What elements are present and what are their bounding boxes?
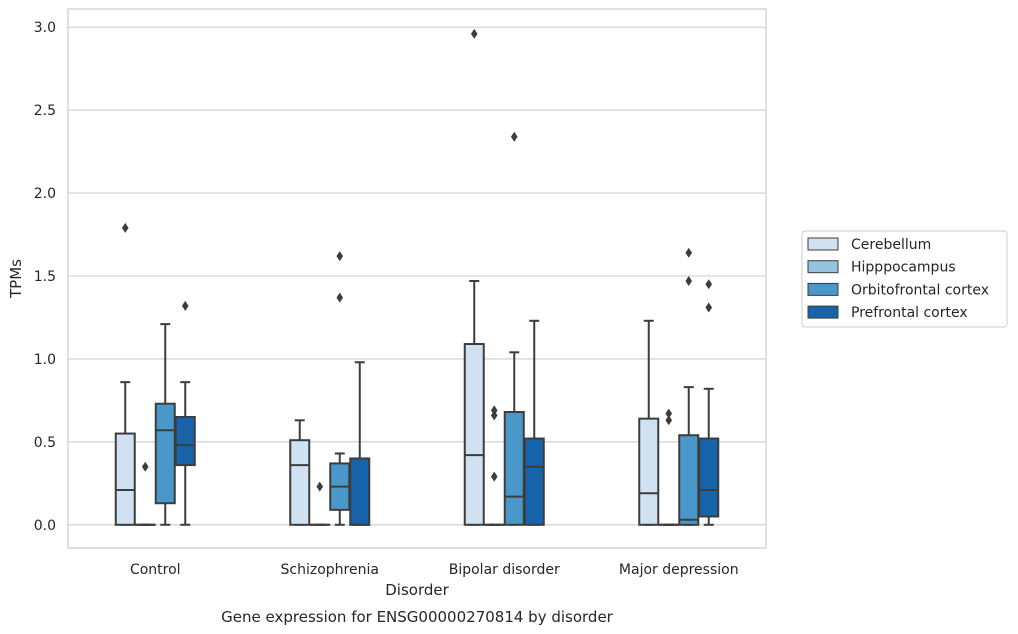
outlier-point: [121, 222, 129, 233]
y-tick-label: 1.0: [34, 352, 56, 368]
box-3-0: [174, 381, 196, 526]
legend-swatch: [807, 282, 839, 296]
box-0-0: [114, 381, 136, 526]
legend-frame: [801, 230, 1008, 328]
y-axis-title: TPMs: [7, 259, 25, 299]
outlier-point: [705, 279, 713, 290]
outlier-point: [665, 415, 673, 426]
box-body: [638, 417, 660, 526]
outlier-point: [336, 292, 344, 303]
legend-swatch: [807, 305, 839, 319]
box-0-2: [463, 279, 485, 526]
outlier-point: [665, 408, 673, 419]
box-0-3: [638, 319, 660, 526]
legend-swatch: [807, 260, 839, 274]
y-tick-label: 2.5: [34, 103, 56, 119]
box-3-1: [349, 361, 371, 526]
box-body: [698, 437, 720, 518]
y-tick-label: 1.5: [34, 269, 56, 285]
plot-frame: [67, 8, 767, 549]
box-3-2: [523, 319, 545, 526]
outlier-point: [490, 405, 498, 416]
y-tick-label: 0.5: [34, 435, 56, 451]
box-body: [503, 411, 525, 526]
legend-swatch: [807, 237, 839, 251]
x-tick-label: Control: [130, 562, 181, 578]
chart-title: Gene expression for ENSG00000270814 by d…: [221, 608, 614, 626]
box-3-3: [698, 387, 720, 526]
box-body: [523, 437, 545, 526]
outlier-point: [336, 251, 344, 262]
box-0-1: [289, 419, 311, 526]
box-2-3: [678, 386, 700, 526]
outlier-point: [470, 28, 478, 39]
y-tick-label: 0.0: [34, 518, 56, 534]
box-2-0: [154, 323, 176, 526]
outlier-point: [685, 275, 693, 286]
legend-label: Orbitofrontal cortex: [851, 282, 989, 298]
box-body: [154, 402, 176, 505]
box-2-2: [503, 351, 525, 526]
legend-label: Cerebellum: [851, 237, 931, 253]
legend-label: Prefrontal cortex: [851, 305, 968, 321]
box-2-1: [329, 452, 351, 526]
x-axis-title: Disorder: [385, 581, 449, 599]
box-body: [289, 439, 311, 526]
legend-label: Hipppocampus: [851, 260, 956, 276]
y-tick-label: 2.0: [34, 186, 56, 202]
outlier-point: [685, 247, 693, 258]
box-plots: [114, 279, 720, 526]
outlier-point: [181, 300, 189, 311]
y-axis-ticks: 0.0 0.5 1.0 1.5 2.0 2.5 3.0: [34, 20, 56, 534]
outlier-points: [121, 28, 713, 492]
outlier-point: [705, 302, 713, 313]
x-tick-label: Major depression: [619, 562, 739, 578]
x-tick-label: Schizophrenia: [281, 562, 379, 578]
box-body: [349, 457, 371, 526]
outlier-point: [141, 461, 149, 472]
box-body: [114, 432, 136, 526]
x-axis-ticks: Control Schizophrenia Bipolar disorder Majo…: [130, 562, 739, 578]
x-tick-label: Bipolar disorder: [449, 562, 560, 578]
outlier-point: [510, 131, 518, 142]
outlier-point: [316, 481, 324, 492]
box-body: [174, 415, 196, 467]
legend: Cerebellum Hipppocampus Orbitofrontal cort…: [801, 230, 1008, 328]
outlier-point: [490, 471, 498, 482]
box-body: [463, 343, 485, 526]
y-tick-label: 3.0: [34, 20, 56, 36]
box-body: [678, 434, 700, 526]
